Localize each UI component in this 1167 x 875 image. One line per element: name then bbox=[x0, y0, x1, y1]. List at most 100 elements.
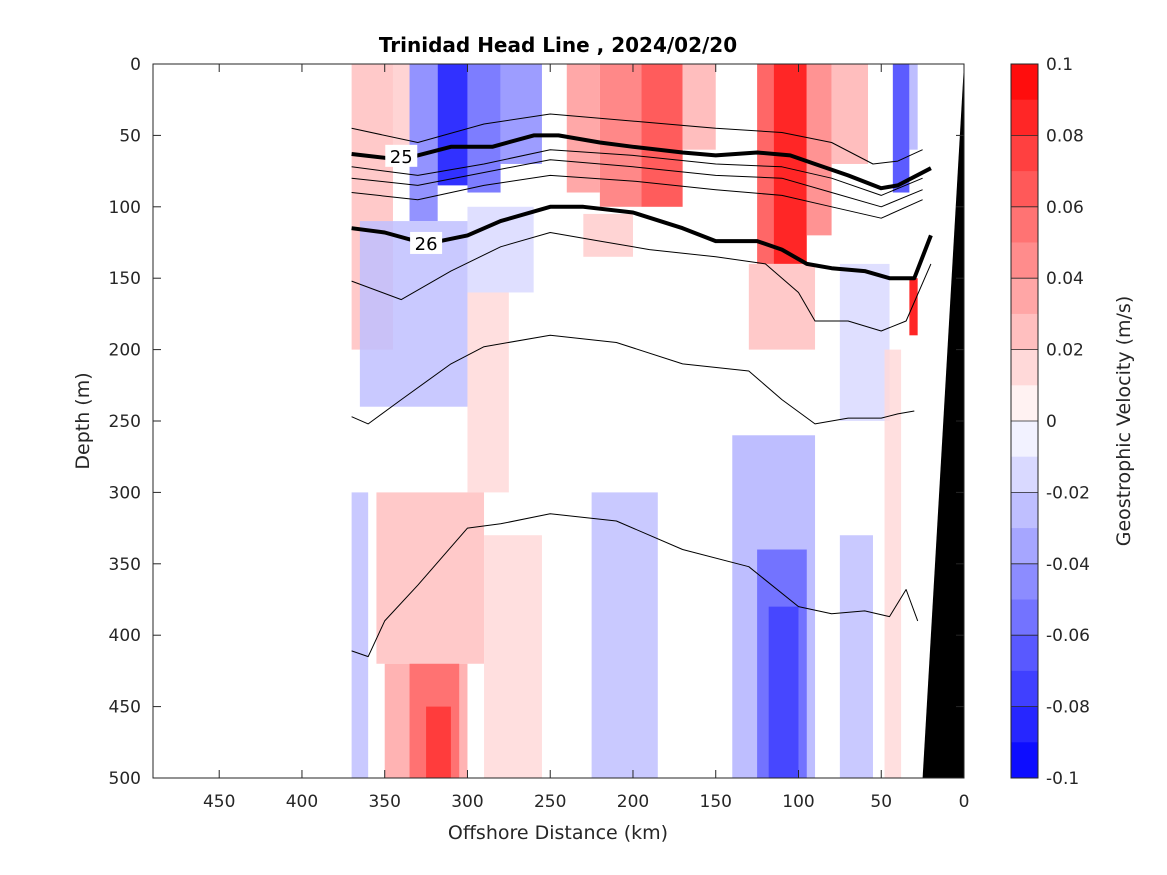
seafloor bbox=[922, 64, 964, 778]
x-tick-label: 150 bbox=[700, 792, 732, 812]
velocity-cell-23 bbox=[376, 492, 485, 664]
y-tick-label: 400 bbox=[109, 626, 141, 646]
colorbar-tick-label: 0.1 bbox=[1046, 55, 1073, 75]
isopycnal-line-8 bbox=[351, 513, 919, 658]
velocity-cell-11 bbox=[773, 64, 807, 264]
bathymetry bbox=[922, 64, 964, 778]
isopycnal-line-5 bbox=[351, 204, 933, 281]
velocity-cell-26 bbox=[426, 706, 451, 778]
velocity-cell-21 bbox=[839, 263, 890, 421]
chart-title: Trinidad Head Line , 2024/02/20 bbox=[379, 33, 737, 57]
velocity-cell-12 bbox=[806, 64, 832, 236]
isopycnal-line-3 bbox=[351, 159, 923, 208]
colorbar-tick-label: 0.02 bbox=[1046, 341, 1084, 361]
isopycnal-contours: 25 26 bbox=[351, 113, 933, 658]
x-tick-label: 300 bbox=[451, 792, 483, 812]
y-tick-label: 50 bbox=[119, 126, 141, 146]
colorbar-tick-label: -0.06 bbox=[1046, 626, 1090, 646]
y-tick-label: 200 bbox=[109, 341, 141, 361]
colorbar-tick-label: -0.08 bbox=[1046, 698, 1090, 718]
x-tick-label: 0 bbox=[959, 792, 970, 812]
colorbar-segment bbox=[1011, 635, 1038, 672]
colorbar-tick-label: -0.04 bbox=[1046, 555, 1090, 575]
colorbar-segment bbox=[1011, 135, 1038, 172]
velocity-cell-19 bbox=[583, 213, 633, 257]
y-axis-label: Depth (m) bbox=[72, 372, 94, 469]
isopycnal-label-5: 26 bbox=[415, 234, 438, 255]
velocity-cell-6 bbox=[566, 64, 600, 193]
colorbar-segment bbox=[1011, 421, 1038, 458]
colorbar-tick-label: 0.06 bbox=[1046, 198, 1084, 218]
colorbar-segment bbox=[1011, 563, 1038, 600]
velocity-cell-9 bbox=[682, 64, 716, 150]
colorbar-segment bbox=[1011, 99, 1038, 136]
isopycnal-line-1 bbox=[351, 133, 932, 191]
x-axis-label: Offshore Distance (km) bbox=[448, 822, 668, 844]
velocity-cell-32 bbox=[768, 606, 799, 778]
colorbar-segment bbox=[1011, 385, 1038, 422]
colorbar-segment bbox=[1011, 492, 1038, 529]
isopycnal-line-4 bbox=[351, 174, 923, 219]
velocity-cell-15 bbox=[909, 64, 918, 150]
x-tick-label: 350 bbox=[368, 792, 400, 812]
velocity-cell-10 bbox=[757, 64, 774, 264]
velocity-cell-13 bbox=[831, 64, 869, 164]
colorbar-segment bbox=[1011, 742, 1038, 779]
velocity-cell-33 bbox=[839, 535, 873, 778]
colorbar-tick-label: 0 bbox=[1046, 412, 1057, 432]
velocity-cell-14 bbox=[892, 64, 910, 193]
y-tick-label: 250 bbox=[109, 412, 141, 432]
velocity-cell-3 bbox=[437, 64, 468, 186]
colorbar: 0.1 0.08 0.06 0.04 0.02 0 -0.02 -0.04 -0.06 -0.08… bbox=[1010, 55, 1090, 789]
velocity-cell-27 bbox=[351, 492, 369, 778]
velocity-cell-22 bbox=[467, 292, 509, 493]
isopycnal-line-2 bbox=[351, 149, 923, 196]
velocity-cell-20 bbox=[748, 263, 816, 350]
y-tick-label: 100 bbox=[109, 198, 141, 218]
colorbar-segment bbox=[1011, 206, 1038, 243]
colorbar-tick-label: 0.08 bbox=[1046, 126, 1084, 146]
colorbar-segment bbox=[1011, 64, 1038, 101]
y-tick-label: 300 bbox=[109, 483, 141, 503]
colorbar-tick-label: 0.04 bbox=[1046, 269, 1084, 289]
colorbar-segment bbox=[1011, 456, 1038, 493]
velocity-field bbox=[351, 64, 918, 778]
y-tick-label: 500 bbox=[109, 769, 141, 789]
isopycnal-label-bg-1 bbox=[385, 144, 418, 167]
isopycnal-line-6 bbox=[351, 232, 932, 332]
colorbar-segment bbox=[1011, 349, 1038, 386]
x-tick-label: 400 bbox=[286, 792, 318, 812]
colorbar-segment bbox=[1011, 278, 1038, 315]
colorbar-segment bbox=[1011, 242, 1038, 279]
velocity-cell-2 bbox=[409, 64, 438, 222]
colorbar-segment bbox=[1011, 670, 1038, 708]
y-tick-label: 350 bbox=[109, 555, 141, 575]
velocity-cell-16 bbox=[909, 278, 918, 336]
x-tick-label: 100 bbox=[782, 792, 814, 812]
x-tick-label: 200 bbox=[617, 792, 649, 812]
isopycnal-label-bg-5 bbox=[410, 231, 443, 254]
x-tick-label: 250 bbox=[534, 792, 566, 812]
velocity-cell-1 bbox=[392, 64, 410, 150]
velocity-cell-4 bbox=[467, 64, 501, 193]
colorbar-tick-label: -0.1 bbox=[1046, 769, 1079, 789]
isopycnal-label-1: 25 bbox=[390, 147, 413, 168]
velocity-cell-29 bbox=[591, 492, 658, 778]
colorbar-segment bbox=[1011, 706, 1038, 743]
y-tick-label: 450 bbox=[109, 698, 141, 718]
colorbar-tick-label: -0.02 bbox=[1046, 483, 1090, 503]
colorbar-label: Geostrophic Velocity (m/s) bbox=[1113, 296, 1135, 546]
x-tick-label: 50 bbox=[870, 792, 892, 812]
y-axis: 0 50 100 150 200 250 300 350 400 450 500 bbox=[109, 55, 964, 789]
colorbar-segment bbox=[1011, 528, 1038, 565]
x-axis: 450 400 350 300 250 200 150 100 50 0 bbox=[203, 64, 969, 812]
velocity-cell-34 bbox=[884, 349, 902, 778]
isopycnal-line-7 bbox=[351, 334, 915, 425]
colorbar-segment bbox=[1011, 599, 1038, 636]
isopycnal-line-0 bbox=[351, 113, 923, 165]
y-tick-label: 0 bbox=[130, 55, 141, 75]
velocity-cell-5 bbox=[500, 64, 542, 164]
velocity-cell-28 bbox=[484, 535, 542, 778]
x-tick-label: 450 bbox=[203, 792, 235, 812]
